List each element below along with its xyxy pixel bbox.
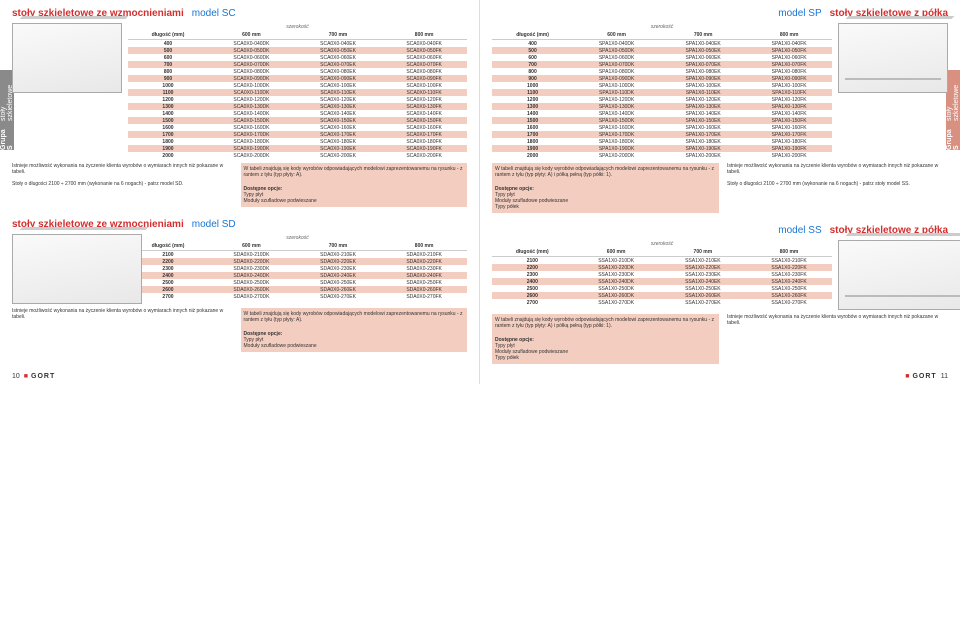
table-row: 400SCA0X0-040DKSCA0X0-040EKSCA0X0-040FK [128, 40, 467, 48]
model-ss: model SS [778, 225, 821, 236]
table-row: 2500SSA1X0-250DKSSA1X0-250EKSSA1X0-250FK [492, 285, 832, 292]
model-sc: model SC [192, 8, 236, 19]
data-table-sp: długość (mm) 600 mm 700 mm 800 mm 400SPA… [492, 31, 832, 159]
table-row: 2200SDA0X0-220DKSDA0X0-220EKSDA0X0-220FK [128, 258, 467, 265]
table-row: 500SPA1X0-050DKSPA1X0-050EKSPA1X0-050FK [492, 47, 832, 54]
table-row: 1500SPA1X0-150DKSPA1X0-150EKSPA1X0-150FK [492, 117, 832, 124]
table-row: 2600SSA1X0-260DKSSA1X0-260EKSSA1X0-260FK [492, 292, 832, 299]
table-row: 2700SSA1X0-270DKSSA1X0-270EKSSA1X0-270FK [492, 299, 832, 306]
table-row: 2000SPA1X0-200DKSPA1X0-200EKSPA1X0-200FK [492, 152, 832, 159]
table-row: 1400SPA1X0-140DKSPA1X0-140EKSPA1X0-140FK [492, 110, 832, 117]
model-sp: model SP [778, 8, 821, 19]
table-row: 1100SPA1X0-110DKSPA1X0-110EKSPA1X0-110FK [492, 89, 832, 96]
brand-logo: GORT [24, 373, 55, 380]
table-row: 1300SCA0X0-130DKSCA0X0-130EKSCA0X0-130FK [128, 103, 467, 110]
table-row: 700SCA0X0-070DKSCA0X0-070EKSCA0X0-070FK [128, 61, 467, 68]
data-table-sc: długość (mm) 600 mm 700 mm 800 mm 400SCA… [128, 31, 467, 159]
table-row: 400SPA1X0-040DKSPA1X0-040EKSPA1X0-040FK [492, 40, 832, 48]
footer-right: GORT 11 [905, 373, 948, 380]
model-sd: model SD [192, 219, 236, 230]
table-row: 1300SPA1X0-130DKSPA1X0-130EKSPA1X0-130FK [492, 103, 832, 110]
table-row: 1600SPA1X0-160DKSPA1X0-160EKSPA1X0-160FK [492, 124, 832, 131]
table-row: 2600SDA0X0-260DKSDA0X0-260EKSDA0X0-260FK [128, 286, 467, 293]
table-row: 2300SSA1X0-230DKSSA1X0-230EKSSA1X0-230FK [492, 271, 832, 278]
table-row: 600SPA1X0-060DKSPA1X0-060EKSPA1X0-060FK [492, 54, 832, 61]
table-row: 600SCA0X0-060DKSCA0X0-060EKSCA0X0-060FK [128, 54, 467, 61]
table-row: 1200SPA1X0-120DKSPA1X0-120EKSPA1X0-120FK [492, 96, 832, 103]
table-row: 2400SSA1X0-240DKSSA1X0-240EKSSA1X0-240FK [492, 278, 832, 285]
brand-logo: GORT [905, 373, 936, 380]
table-image-sd [12, 234, 142, 304]
table-image-sc [12, 23, 122, 93]
data-table-ss: długość (mm) 600 mm 700 mm 800 mm 2100SS… [492, 248, 832, 306]
table-image-ss [838, 240, 960, 310]
table-row: 2500SDA0X0-250DKSDA0X0-250EKSDA0X0-250FK [128, 279, 467, 286]
table-row: 2100SDA0X0-210DKSDA0X0-210EKSDA0X0-210FK [128, 251, 467, 259]
table-row: 800SCA0X0-080DKSCA0X0-080EKSCA0X0-080FK [128, 68, 467, 75]
table-row: 1800SCA0X0-180DKSCA0X0-180EKSCA0X0-180FK [128, 138, 467, 145]
table-row: 700SPA1X0-070DKSPA1X0-070EKSPA1X0-070FK [492, 61, 832, 68]
table-row: 1000SCA0X0-100DKSCA0X0-100EKSCA0X0-100FK [128, 82, 467, 89]
table-row: 2400SDA0X0-240DKSDA0X0-240EKSDA0X0-240FK [128, 272, 467, 279]
table-row: 1200SCA0X0-120DKSCA0X0-120EKSCA0X0-120FK [128, 96, 467, 103]
table-row: 1500SCA0X0-150DKSCA0X0-150EKSCA0X0-150FK [128, 117, 467, 124]
table-image-sp [838, 23, 948, 93]
table-row: 1400SCA0X0-140DKSCA0X0-140EKSCA0X0-140FK [128, 110, 467, 117]
table-row: 1700SCA0X0-170DKSCA0X0-170EKSCA0X0-170FK [128, 131, 467, 138]
table-row: 1100SCA0X0-110DKSCA0X0-110EKSCA0X0-110FK [128, 89, 467, 96]
table-row: 500SCA0X0-050DKSCA0X0-050EKSCA0X0-050FK [128, 47, 467, 54]
data-table-sd: długość (mm) 600 mm 700 mm 800 mm 2100SD… [128, 242, 467, 300]
table-row: 1600SCA0X0-160DKSCA0X0-160EKSCA0X0-160FK [128, 124, 467, 131]
table-row: 1700SPA1X0-170DKSPA1X0-170EKSPA1X0-170FK [492, 131, 832, 138]
table-row: 1900SCA0X0-190DKSCA0X0-190EKSCA0X0-190FK [128, 145, 467, 152]
table-row: 2300SDA0X0-230DKSDA0X0-230EKSDA0X0-230FK [128, 265, 467, 272]
side-tab-right: Grupa S stoły szkieletowe [946, 70, 960, 150]
table-row: 900SPA1X0-090DKSPA1X0-090EKSPA1X0-090FK [492, 75, 832, 82]
footer-left: 10 GORT [12, 373, 55, 380]
table-row: 2100SSA1X0-210DKSSA1X0-210EKSSA1X0-210FK [492, 257, 832, 265]
table-row: 900SCA0X0-090DKSCA0X0-090EKSCA0X0-090FK [128, 75, 467, 82]
table-row: 2000SCA0X0-200DKSCA0X0-200EKSCA0X0-200FK [128, 152, 467, 159]
table-row: 1000SPA1X0-100DKSPA1X0-100EKSPA1X0-100FK [492, 82, 832, 89]
table-row: 2700SDA0X0-270DKSDA0X0-270EKSDA0X0-270FK [128, 293, 467, 300]
table-row: 1800SPA1X0-180DKSPA1X0-180EKSPA1X0-180FK [492, 138, 832, 145]
table-row: 2200SSA1X0-220DKSSA1X0-220EKSSA1X0-220FK [492, 264, 832, 271]
table-row: 800SPA1X0-080DKSPA1X0-080EKSPA1X0-080FK [492, 68, 832, 75]
table-row: 1900SPA1X0-190DKSPA1X0-190EKSPA1X0-190FK [492, 145, 832, 152]
